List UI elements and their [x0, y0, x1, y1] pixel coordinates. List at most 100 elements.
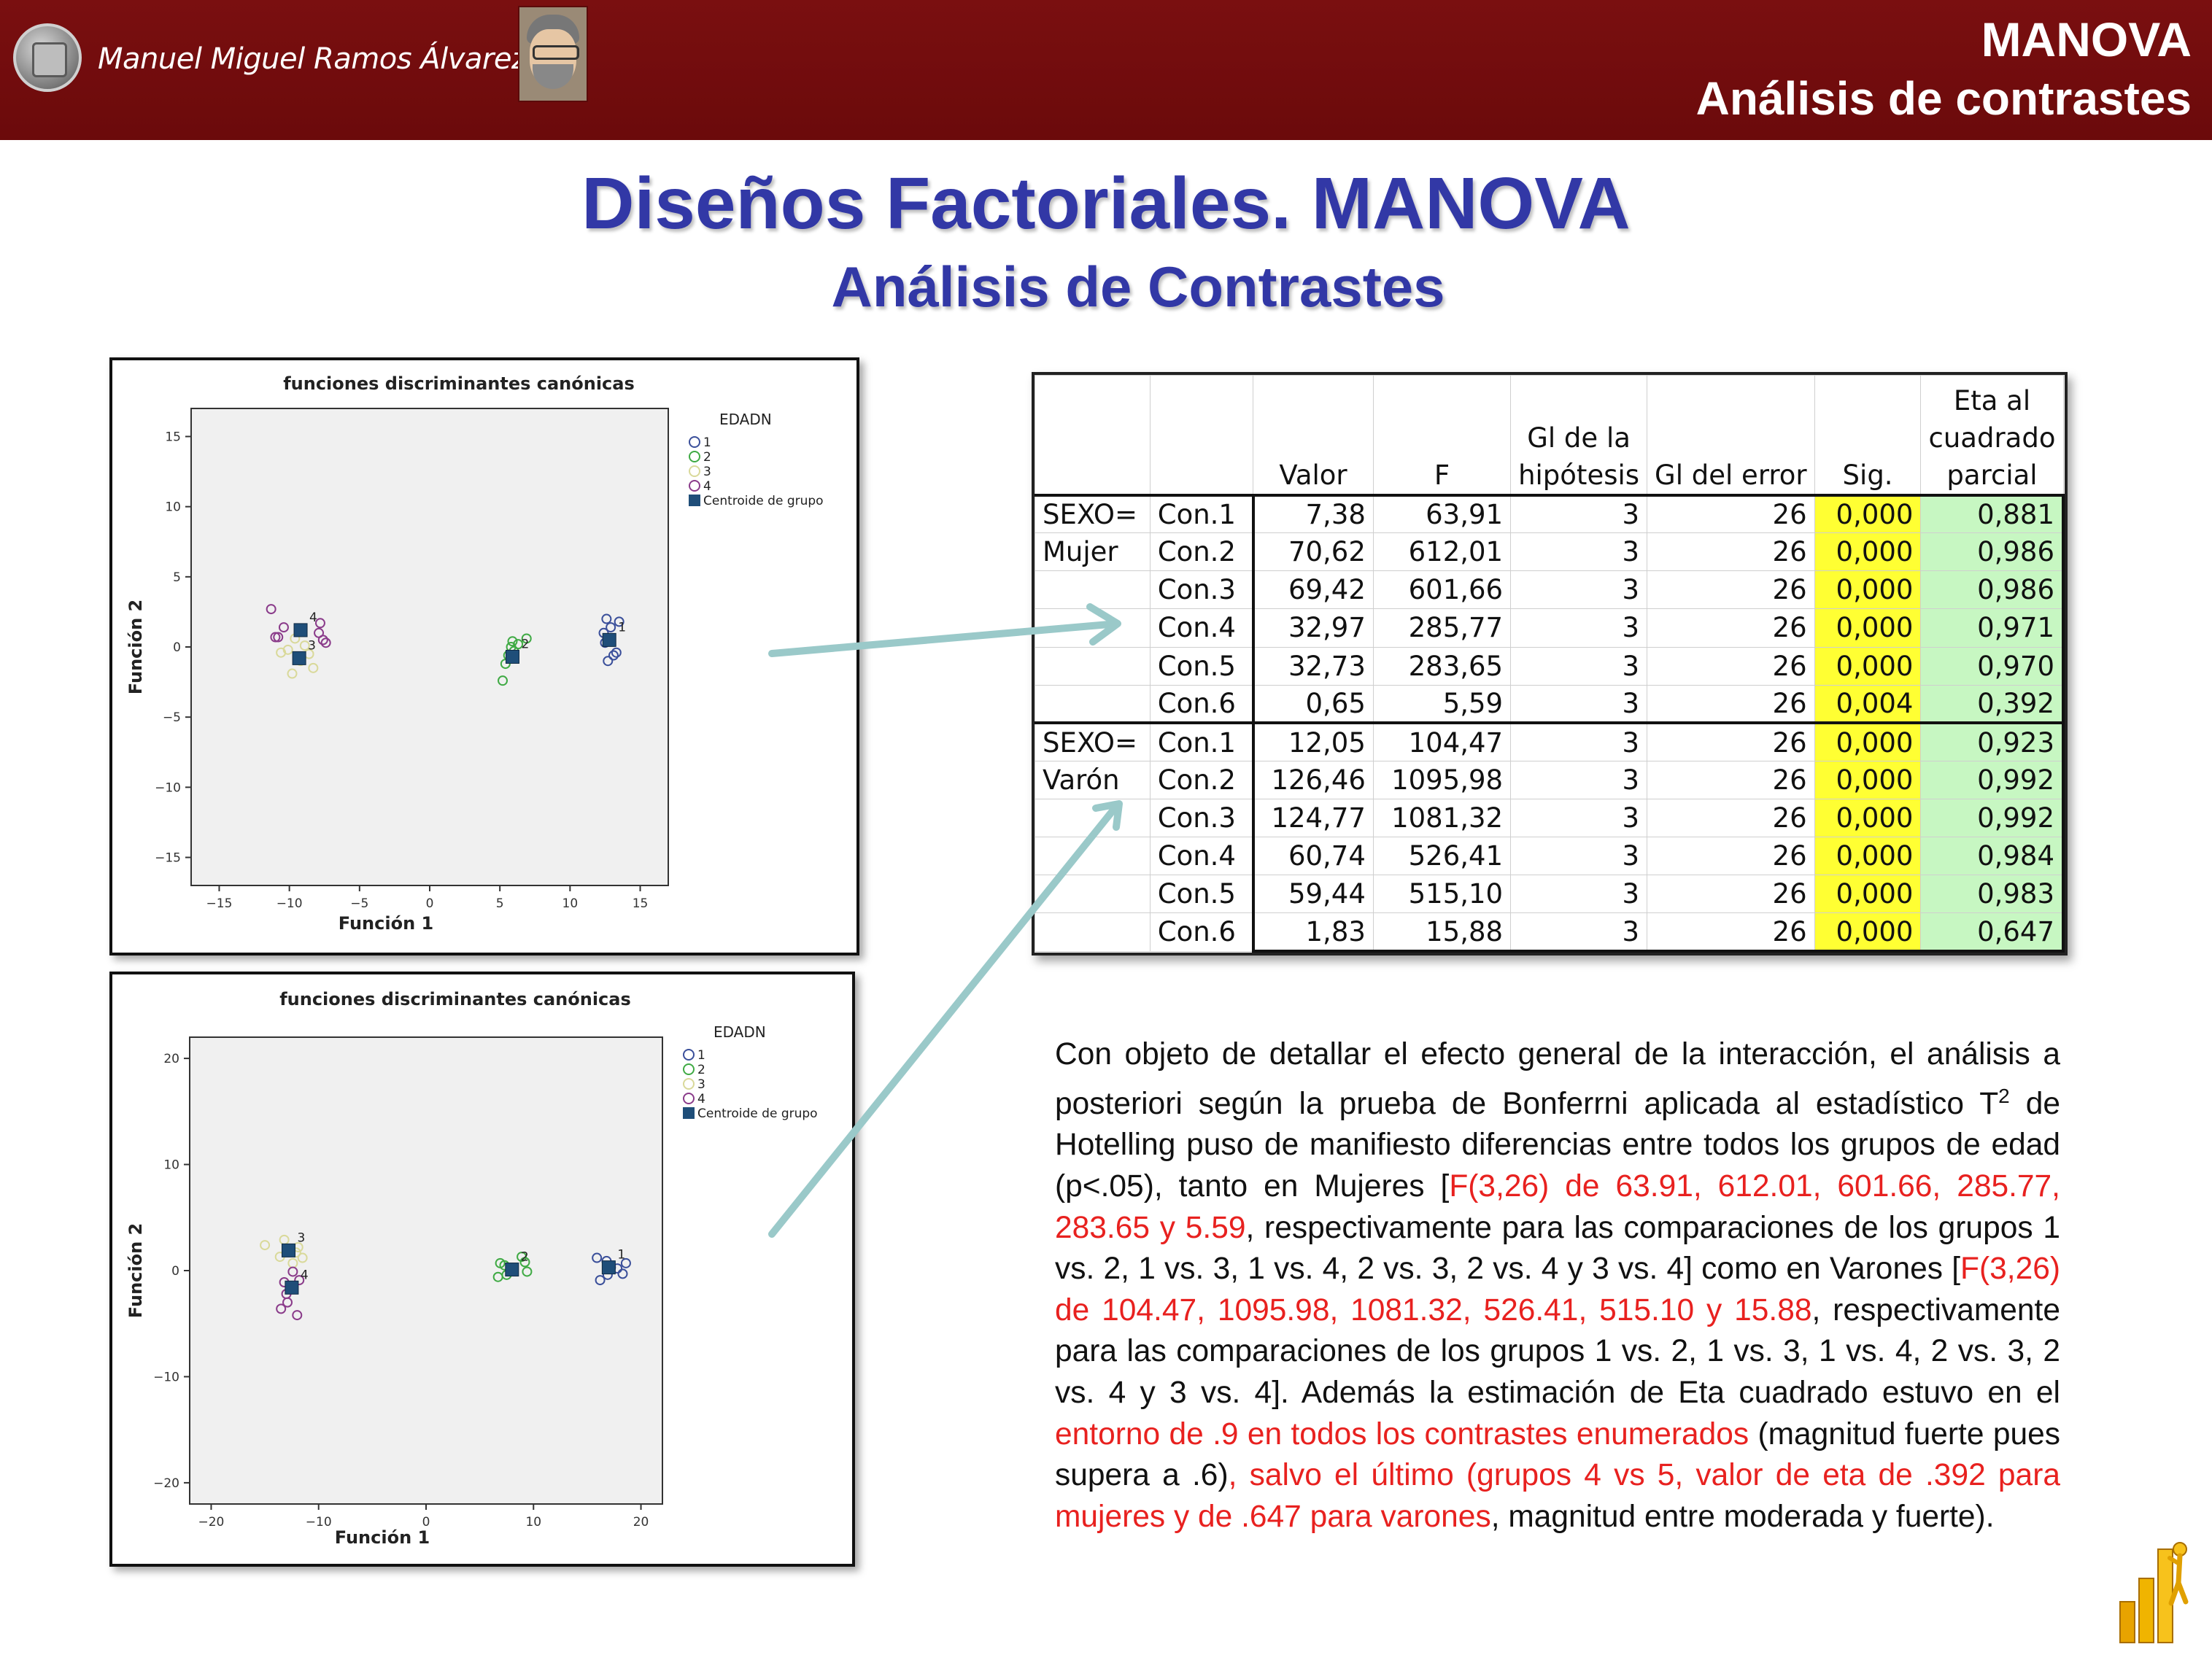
data-point: [603, 656, 614, 667]
data-point: [507, 636, 518, 647]
row-f: 283,65: [1372, 646, 1512, 686]
data-point: [492, 1271, 503, 1282]
chart-svg: funciones discriminantes canónicas −20 −10…: [125, 989, 818, 1548]
highlighted-text: entorno de .9 en todos los contrastes en…: [1055, 1416, 1749, 1451]
centroid-label: 3: [308, 638, 316, 653]
data-point: [519, 1257, 530, 1268]
y-tick-label: 0: [173, 640, 181, 655]
row-eta: 0,984: [1920, 837, 2065, 876]
discriminant-chart-top: funciones discriminantes canónicas −15 −10…: [109, 357, 859, 955]
row-valor: 126,46: [1251, 760, 1374, 800]
header-title: MANOVA: [1981, 12, 2192, 66]
row-f: 612,01: [1372, 532, 1512, 572]
col-header-sig: Sig.: [1814, 375, 1922, 495]
data-point: [601, 613, 612, 624]
group-centroid: [601, 1260, 616, 1275]
row-f: 104,47: [1372, 721, 1512, 761]
slide-header: Manuel Miguel Ramos Álvarez-8 MANOVA Aná…: [0, 0, 2212, 140]
legend-marker: [689, 480, 700, 492]
row-f: 1095,98: [1372, 760, 1512, 800]
row-sex-label: Mujer: [1035, 532, 1151, 572]
row-eta: 0,647: [1920, 912, 2065, 953]
author-name: Manuel Miguel Ramos Álvarez-8: [98, 42, 555, 76]
data-point: [517, 1252, 527, 1263]
legend-title: EDADN: [714, 1023, 766, 1041]
row-contrast: Con.2: [1149, 760, 1254, 800]
row-f: 1081,32: [1372, 798, 1512, 838]
results-paragraph: Con objeto de detallar el efecto general…: [1055, 1034, 2060, 1538]
x-tick-label: −5: [350, 896, 368, 911]
data-point: [608, 650, 619, 661]
row-valor: 1,83: [1251, 912, 1374, 953]
row-gl-h: 3: [1510, 837, 1648, 876]
centroid-label: 4: [309, 610, 317, 625]
row-gl-e: 26: [1647, 608, 1815, 648]
legend-item: 2: [697, 1063, 705, 1077]
centroid-label: 4: [301, 1268, 309, 1282]
row-eta: 0,986: [1920, 570, 2065, 610]
row-gl-h: 3: [1510, 493, 1648, 534]
row-sig: 0,000: [1814, 912, 1922, 953]
legend-marker: [683, 1093, 695, 1104]
row-gl-h: 3: [1510, 684, 1648, 724]
data-point: [592, 1252, 603, 1263]
row-gl-e: 26: [1647, 875, 1815, 914]
data-point: [273, 632, 284, 643]
col-header-gl-hipotesis: Gl de la hipótesis: [1510, 375, 1648, 495]
y-tick-label: −5: [163, 710, 181, 725]
header-eta-line3: parcial: [1946, 459, 2038, 491]
table-row: Con.6 0,65 5,59 3 26 0,004 0,392: [1035, 684, 2065, 724]
data-point: [521, 633, 532, 644]
y-tick-label: 0: [171, 1264, 179, 1279]
group-centroid: [602, 632, 616, 647]
col-header-f: F: [1372, 375, 1512, 495]
x-tick-label: −15: [206, 896, 233, 911]
chart-svg: funciones discriminantes canónicas −15 −10…: [125, 373, 824, 934]
table-row: Con.4 60,74 526,41 3 26 0,000 0,984: [1035, 837, 2065, 876]
centroid-label: 1: [618, 620, 626, 635]
col-header-contrast: [1149, 375, 1254, 495]
row-valor: 7,38: [1251, 493, 1374, 534]
x-tick-label: −10: [276, 896, 303, 911]
highlighted-text: , salvo el último (grupos 4 vs 5, valor …: [1055, 1458, 2060, 1534]
row-contrast: Con.1: [1149, 493, 1254, 534]
row-sex-label: [1035, 912, 1151, 952]
x-tick-label: 0: [422, 1515, 430, 1530]
x-tick-label: 10: [562, 896, 579, 911]
row-contrast: Con.6: [1149, 684, 1254, 724]
col-header-valor: Valor: [1253, 375, 1374, 495]
row-valor: 32,97: [1251, 608, 1374, 648]
row-sig: 0,000: [1814, 646, 1922, 686]
row-gl-e: 26: [1647, 837, 1815, 876]
legend-title: EDADN: [719, 411, 772, 428]
table-row: Con.5 32,73 283,65 3 26 0,000 0,970: [1035, 646, 2065, 686]
row-eta: 0,923: [1920, 721, 2065, 761]
row-eta: 0,992: [1920, 798, 2065, 838]
group-centroid: [293, 623, 308, 637]
row-f: 285,77: [1372, 608, 1512, 648]
row-contrast: Con.5: [1149, 875, 1254, 914]
data-point: [617, 1268, 628, 1279]
y-tick-label: 10: [163, 1158, 179, 1173]
data-point: [498, 675, 508, 686]
row-eta: 0,970: [1920, 646, 2065, 686]
table-row: Con.5 59,44 515,10 3 26 0,000 0,983: [1035, 875, 2065, 914]
row-eta: 0,881: [1920, 493, 2065, 534]
row-f: 15,88: [1372, 912, 1512, 953]
data-point: [614, 616, 624, 627]
highlighted-text: F(3,26) de 104.47, 1095.98, 1081.32, 526…: [1055, 1252, 2060, 1327]
row-contrast: Con.3: [1149, 570, 1254, 610]
contrasts-table: Valor F Gl de la hipótesis Gl del error …: [1032, 372, 2068, 955]
data-point: [320, 637, 331, 648]
legend-marker: [683, 1078, 695, 1090]
table-row: Con.4 32,97 285,77 3 26 0,000 0,971: [1035, 608, 2065, 648]
legend-marker: [689, 451, 700, 462]
row-sex-label: [1035, 608, 1151, 648]
legend-marker: [683, 1107, 695, 1119]
x-tick-label: 15: [633, 896, 649, 911]
chart-title: funciones discriminantes canónicas: [279, 989, 631, 1009]
row-gl-h: 3: [1510, 608, 1648, 648]
row-gl-h: 3: [1510, 570, 1648, 610]
legend-item: 3: [703, 465, 711, 479]
row-eta: 0,992: [1920, 760, 2065, 800]
